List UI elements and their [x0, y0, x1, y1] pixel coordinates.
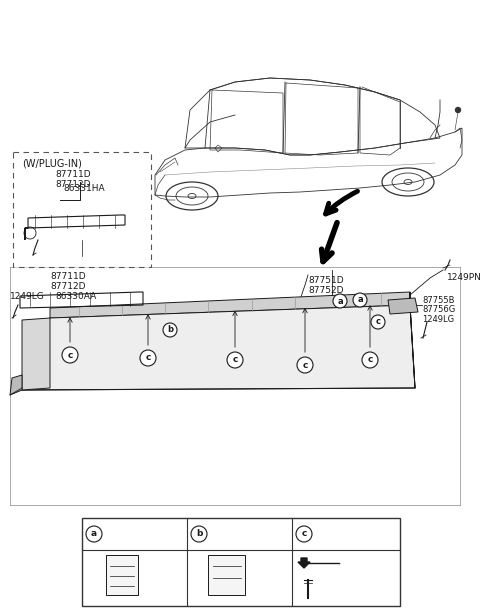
Polygon shape: [22, 305, 415, 390]
Circle shape: [86, 526, 102, 542]
Text: a: a: [357, 295, 363, 304]
Circle shape: [333, 294, 347, 308]
Text: 87711D: 87711D: [50, 272, 85, 281]
Text: 1249LG: 1249LG: [10, 292, 45, 301]
Text: 87711D: 87711D: [55, 170, 91, 179]
Text: 86330AA: 86330AA: [55, 292, 96, 301]
Text: c: c: [67, 351, 72, 360]
Circle shape: [163, 323, 177, 337]
Circle shape: [456, 108, 460, 113]
Text: 87712D: 87712D: [55, 180, 91, 189]
Text: 86331HA: 86331HA: [63, 184, 105, 193]
FancyBboxPatch shape: [106, 555, 138, 595]
FancyArrow shape: [298, 558, 310, 568]
Text: a: a: [91, 530, 97, 539]
Text: 87755B: 87755B: [422, 296, 455, 305]
FancyBboxPatch shape: [208, 555, 245, 595]
Text: (W/PLUG-IN): (W/PLUG-IN): [22, 158, 82, 168]
Text: 87759D: 87759D: [322, 556, 355, 565]
Text: a: a: [337, 296, 343, 306]
Polygon shape: [10, 375, 22, 395]
Text: b: b: [167, 325, 173, 335]
Polygon shape: [410, 292, 415, 388]
Text: 1249PN: 1249PN: [447, 274, 480, 282]
Text: b: b: [196, 530, 202, 539]
Circle shape: [191, 526, 207, 542]
Circle shape: [62, 347, 78, 363]
Polygon shape: [22, 318, 50, 390]
Text: 87756G: 87756G: [422, 305, 455, 314]
Text: 1249LG: 1249LG: [422, 315, 454, 324]
Text: c: c: [367, 355, 372, 365]
FancyBboxPatch shape: [13, 152, 151, 267]
Text: c: c: [375, 317, 381, 327]
Polygon shape: [388, 298, 418, 314]
Text: 87786: 87786: [212, 530, 243, 540]
Circle shape: [371, 315, 385, 329]
Text: 87712D: 87712D: [50, 282, 85, 291]
Circle shape: [227, 352, 243, 368]
Text: c: c: [232, 355, 238, 365]
Text: c: c: [145, 354, 151, 362]
Circle shape: [353, 293, 367, 307]
Polygon shape: [50, 292, 410, 318]
Circle shape: [296, 526, 312, 542]
Text: c: c: [302, 360, 308, 370]
FancyBboxPatch shape: [82, 518, 400, 606]
Text: 87752D: 87752D: [308, 286, 344, 295]
Text: 87751D: 87751D: [308, 276, 344, 285]
Text: c: c: [301, 530, 307, 539]
Circle shape: [140, 350, 156, 366]
Text: 87756J: 87756J: [107, 530, 141, 540]
Circle shape: [362, 352, 378, 368]
Circle shape: [297, 357, 313, 373]
Text: 1249LG: 1249LG: [318, 583, 350, 592]
